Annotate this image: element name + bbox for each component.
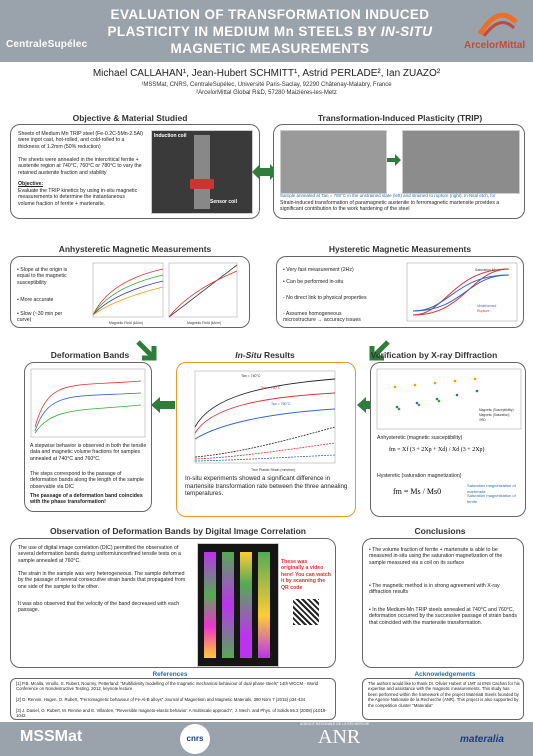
acknowledgements-box: The authors would like to thank Dr. Oliv…	[362, 678, 524, 720]
footer-bar: MSSMat cnrs ANR AGENCE NATIONALE DE LA R…	[0, 722, 533, 756]
affiliation-1: ¹MSSMat, CNRS, CentraleSupélec, Universi…	[141, 82, 392, 88]
double-arrow-icon	[252, 164, 278, 180]
anhysteretic-plots: Magnetic Field (kA/m) Magnetic Field (kA…	[92, 262, 238, 325]
bands-p1: A stepwise behavior is observed in both …	[30, 443, 147, 462]
bands-p3: The passage of a deformation band coinci…	[30, 493, 143, 506]
anhysteretic-bullet-2: • More accurate	[17, 297, 54, 303]
dic-title: Observation of Deformation Bands by Digi…	[50, 526, 306, 536]
qr-code-icon[interactable]	[293, 599, 319, 625]
conclusion-3: • In the Medium-Mn TRIP steels annealed …	[369, 607, 517, 626]
conclusion-1: • The volume fraction of ferrite + marte…	[369, 547, 503, 566]
svg-text:True Plastic Strain (mm/mm): True Plastic Strain (mm/mm)	[251, 468, 295, 472]
anr-subtitle: AGENCE NATIONALE DE LA RECHERCHE	[300, 722, 370, 726]
svg-text:Rupture: Rupture	[477, 309, 490, 313]
dic-strain-maps	[197, 543, 279, 667]
mssmat-logo: MSSMat	[20, 728, 83, 745]
arcelormittal-logo: ArcelorMittal	[464, 6, 530, 56]
dic-p3: It was also observed that the velocity o…	[18, 601, 180, 614]
anhysteretic-title: Anhysteretic Magnetic Measurements	[58, 244, 212, 254]
micrograph-ruptured	[402, 130, 520, 194]
centralesupelec-logo: CentraleSupélec	[6, 39, 88, 50]
down-arrow-icon	[369, 340, 390, 361]
svg-text:Magnetic (Saturation): Magnetic (Saturation)	[479, 413, 509, 417]
authors: Michael CALLAHAN¹, Jean-Hubert SCHMITT¹,…	[92, 68, 441, 79]
hysteretic-title: Hysteretic Magnetic Measurements	[328, 244, 472, 254]
objective-p2: The sheets were annealed in the intercri…	[18, 157, 142, 176]
micrograph-undeformed	[280, 130, 387, 194]
bands-plot	[30, 368, 146, 438]
setup-photo: Induction coil Sensor coil	[151, 130, 253, 214]
down-arrow-icon	[136, 340, 157, 361]
xray-title: Verification by X-ray Diffraction	[370, 350, 498, 360]
materalia-logo: materalia	[460, 734, 504, 745]
acknowledgements-text: The authors would like to thank Dr. Oliv…	[368, 681, 520, 708]
hysteretic-bullet-3: - No direct link to physical properties	[283, 295, 367, 301]
left-arrow-icon	[151, 397, 175, 413]
anhysteretic-box: • Slope at the origin is equal to the ma…	[10, 256, 250, 328]
objective-p3: Evaluate the TRIP kinetics by using in-s…	[18, 188, 138, 207]
conclusions-title: Conclusions	[414, 526, 466, 536]
header-bar: CentraleSupélec EVALUATION OF TRANSFORMA…	[0, 0, 533, 62]
objective-box: Sheets of Medium Mn TRIP steel (Fe-0.2C-…	[10, 124, 260, 219]
svg-text:Tan = 740°C: Tan = 740°C	[241, 374, 261, 378]
reference-2: [2] O. Rennin, Hugen, O. Rubert, "Ferrom…	[16, 697, 306, 702]
reference-1: [1] P.B. Mcalla, Vinullo, S. Rubert, Nou…	[16, 681, 318, 692]
svg-text:Tan = 760°C: Tan = 760°C	[261, 386, 281, 390]
svg-text:Tan = 780°C: Tan = 780°C	[271, 402, 291, 406]
arcelormittal-swoosh-icon	[478, 12, 518, 37]
xray-plot: Magnetic (Susceptibility) Magnetic (Satu…	[376, 368, 522, 430]
anhysteretic-bullet-1: • Slope at the origin is equal to the ma…	[17, 267, 68, 286]
bands-title: Deformation Bands	[50, 350, 130, 360]
svg-text:XRD: XRD	[479, 418, 486, 422]
trip-title: Transformation-Induced Plasticity (TRIP)	[317, 113, 483, 123]
conclusions-box: • The volume fraction of ferrite + marte…	[362, 538, 524, 668]
trip-description: Strain-induced transformation of paramag…	[280, 200, 500, 213]
insitu-plot: Tan = 740°C Tan = 760°C Tan = 780°C True…	[194, 370, 336, 472]
svg-text:Magnetic (Susceptibility): Magnetic (Susceptibility)	[479, 408, 514, 412]
objective-p1: Sheets of Medium Mn TRIP steel (Fe-0.2C-…	[18, 131, 143, 150]
poster-title: EVALUATION OF TRANSFORMATION INDUCED PLA…	[107, 7, 433, 56]
svg-text:Saturation M: Saturation M	[475, 268, 495, 272]
xray-box: Magnetic (Susceptibility) Magnetic (Satu…	[370, 362, 526, 517]
hysteretic-bullet-4: - Assumes homogeneous microstructure → a…	[283, 311, 361, 324]
svg-text:Undeformed: Undeformed	[477, 304, 496, 308]
bands-p2: The steps correspond to the passage of d…	[30, 471, 144, 490]
anhysteretic-bullet-3: • Slow (~30 min per curve)	[17, 311, 63, 324]
svg-text:Magnetic Field (kA/m): Magnetic Field (kA/m)	[109, 321, 143, 325]
xray-formula-2: fm = Ms / Ms0	[393, 487, 442, 496]
reference-3: [3] J. Daniel, O. Rubert, M. Rennie and …	[16, 708, 327, 719]
hysteretic-bullet-1: • Very fast measurement (2Hz)	[283, 267, 354, 273]
objective-title: Objective & Material Studied	[72, 113, 188, 123]
dic-box: The use of digital image correlation (DI…	[10, 538, 336, 668]
hysteretic-bullet-2: • Can be performed in-situ	[283, 279, 344, 285]
xray-label-2: Hysteretic (saturation magnetization)	[377, 473, 462, 479]
anr-logo: ANR	[318, 726, 361, 748]
trip-caption: Sample annealed at Tan = 780°C in the un…	[280, 193, 496, 198]
xray-label-1: Anhysteretic (magnetic susceptibility)	[377, 435, 463, 441]
xray-formula-1: fm = Xf (3 + 2Xp + Xd) / Xd (3 + 2Xp)	[389, 447, 485, 453]
dic-p1: The use of digital image correlation (DI…	[18, 545, 181, 564]
bands-box: A stepwise behavior is observed in both …	[24, 362, 152, 512]
svg-text:Magnetic Field (kA/m): Magnetic Field (kA/m)	[187, 321, 221, 325]
right-arrow-icon	[387, 154, 401, 166]
references-box: [1] P.B. Mcalla, Vinullo, S. Rubert, Nou…	[10, 678, 336, 720]
cnrs-logo: cnrs	[180, 724, 210, 754]
hysteretic-box: • Very fast measurement (2Hz) • Can be p…	[276, 256, 524, 328]
dic-p2: The strain in the sample was very hetero…	[18, 571, 186, 590]
insitu-text: In-situ experiments showed a significant…	[185, 475, 348, 498]
dic-video-note: These was originally a video here! You c…	[281, 559, 331, 591]
insitu-title: In-Situ Results	[235, 350, 295, 360]
objective-label: Objective:	[18, 181, 44, 187]
references-title: References	[152, 671, 188, 678]
insitu-box: Tan = 740°C Tan = 760°C Tan = 780°C True…	[176, 362, 356, 517]
hysteresis-plot: Saturation M Undeformed Rupture	[406, 262, 518, 322]
conclusion-2: • The magnetic method is in strong agree…	[369, 583, 500, 596]
acknowledgements-title: Acknowledgements	[414, 671, 476, 678]
trip-box: Sample annealed at Tan = 780°C in the un…	[273, 124, 525, 219]
affiliation-2: ²ArcelorMittal Global R&D, 57280 Maizièr…	[196, 90, 337, 96]
